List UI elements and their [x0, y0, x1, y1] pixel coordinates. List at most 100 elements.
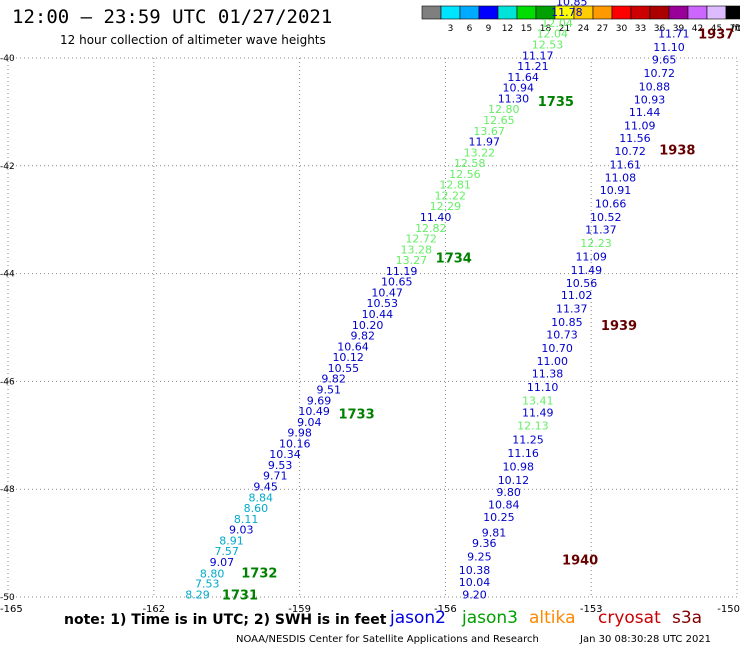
data-point: 13.27 — [396, 254, 428, 267]
data-point: 12.04 — [537, 28, 569, 41]
colorbar-swatch — [706, 5, 727, 20]
pass-time-label: 1938 — [659, 144, 695, 159]
data-point: 9.80 — [496, 486, 521, 499]
x-tick-label: -156 — [434, 604, 457, 615]
data-point: 10.16 — [279, 437, 311, 450]
chart-subtitle: 12 hour collection of altimeter wave hei… — [60, 33, 326, 47]
data-point: 12.65 — [483, 114, 515, 127]
data-point: 11.09 — [624, 119, 656, 132]
data-point: 11.78 — [551, 6, 583, 19]
data-point: 8.84 — [248, 491, 273, 504]
data-point: 11.38 — [532, 367, 564, 380]
data-point: 10.49 — [298, 405, 330, 418]
colorbar-label: 70 — [730, 24, 740, 34]
data-point: 11.61 — [609, 159, 641, 172]
x-tick-label: -165 — [0, 604, 23, 615]
data-point: 10.84 — [488, 498, 520, 511]
data-point: 12.53 — [532, 39, 564, 52]
data-point: 11.02 — [561, 289, 593, 302]
data-point: 8.11 — [234, 513, 259, 526]
data-point: 10.91 — [600, 184, 632, 197]
y-tick-label: -46 — [0, 377, 15, 387]
data-point: 9.69 — [307, 394, 332, 407]
colorbar-swatch — [611, 5, 632, 20]
data-point: 10.47 — [371, 286, 403, 299]
pass-time-label: 1734 — [436, 251, 472, 266]
data-point: 10.93 — [634, 94, 666, 107]
data-point: 9.82 — [321, 373, 346, 386]
pass-time-label: 1937 — [698, 28, 734, 43]
data-point: 11.49 — [571, 264, 603, 277]
x-tick-label: -159 — [288, 604, 311, 615]
colorbar-unit: (ft) — [731, 24, 740, 34]
data-point: 12.29 — [430, 200, 462, 213]
data-point: 10.94 — [503, 82, 535, 95]
data-point: 9.71 — [263, 470, 288, 483]
pass-time-label: 1735 — [538, 95, 574, 110]
data-point: 11.71 — [658, 28, 690, 41]
data-point: 9.07 — [210, 556, 235, 569]
colorbar-label: 30 — [616, 24, 628, 34]
x-tick-label: -162 — [142, 604, 165, 615]
data-point: 12.72 — [405, 233, 437, 246]
data-point: 12.13 — [517, 420, 549, 433]
colorbar-label: 45 — [711, 24, 722, 34]
data-point: 12.81 — [439, 179, 471, 192]
x-tick-label: -153 — [580, 604, 603, 615]
colorbar-label: 42 — [692, 24, 703, 34]
data-point: 9.65 — [652, 54, 677, 67]
colorbar-label: 15 — [521, 24, 532, 34]
legend-jason2: jason2 — [390, 608, 446, 628]
data-point: 10.52 — [590, 211, 622, 224]
data-point: 10.12 — [498, 474, 530, 487]
colorbar-label: 3 — [448, 24, 454, 34]
legend-jason3: jason3 — [462, 608, 518, 628]
data-point: 9.98 — [287, 427, 312, 440]
data-point: 11.37 — [585, 223, 617, 236]
colorbar-label: 27 — [597, 24, 608, 34]
legend-altika: altika — [529, 608, 576, 628]
colorbar-swatch — [630, 5, 651, 20]
colorbar-swatch — [459, 5, 480, 20]
data-point: 9.51 — [317, 383, 342, 396]
data-point: 11.21 — [517, 60, 549, 73]
colorbar-swatch — [668, 5, 689, 20]
data-point: 10.34 — [269, 448, 301, 461]
data-point: 13.28 — [400, 243, 432, 256]
data-point: 9.82 — [351, 330, 376, 343]
data-point: 10.72 — [614, 145, 646, 158]
data-point: 9.03 — [229, 524, 254, 537]
data-point: 9.20 — [462, 588, 487, 601]
data-point: 11.08 — [605, 172, 637, 185]
data-point: 12.22 — [435, 189, 467, 202]
colorbar-swatch — [440, 5, 461, 20]
data-point: 11.40 — [420, 211, 452, 224]
x-tick-label: -150 — [717, 604, 740, 615]
legend-s3a: s3a — [672, 608, 703, 628]
plot-frame — [7, 57, 738, 598]
y-tick-label: -42 — [0, 162, 15, 172]
data-point: 10.53 — [366, 297, 398, 310]
data-point: 11.37 — [556, 303, 588, 316]
pass-time-label: 1731 — [222, 588, 258, 603]
data-point: 10.88 — [639, 81, 671, 94]
colorbar-label: 39 — [673, 24, 685, 34]
data-point: 11.09 — [575, 250, 607, 263]
data-point: 9.53 — [268, 459, 293, 472]
data-point: 11.10 — [653, 41, 685, 54]
credit-text: NOAA/NESDIS Center for Satellite Applica… — [236, 634, 539, 645]
colorbar-swatch — [725, 5, 740, 20]
data-point: 11.25 — [512, 434, 544, 447]
data-point: 10.38 — [459, 564, 491, 577]
data-point: 13.22 — [464, 146, 496, 159]
colorbar-swatch — [592, 5, 613, 20]
data-point: 13.41 — [522, 394, 554, 407]
colorbar-label: 6 — [467, 24, 473, 34]
colorbar-swatch — [497, 5, 518, 20]
colorbar-label: 12 — [502, 24, 513, 34]
data-point: 11.64 — [507, 71, 539, 84]
data-point: 11.17 — [522, 49, 554, 62]
data-point: 10.66 — [595, 198, 627, 211]
data-point: 12.80 — [488, 103, 520, 116]
